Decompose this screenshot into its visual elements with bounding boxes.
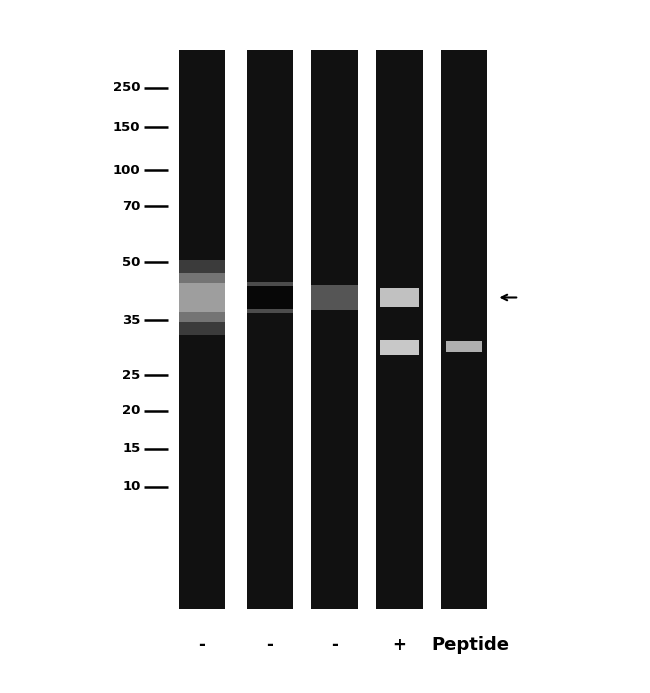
Text: 50: 50	[122, 256, 140, 269]
Text: 250: 250	[113, 81, 140, 94]
Bar	[247, 282, 293, 313]
Text: -: -	[332, 635, 338, 653]
Bar	[311, 50, 358, 608]
Text: 10: 10	[122, 480, 140, 493]
Bar	[446, 341, 482, 352]
Bar	[179, 50, 488, 608]
Text: 100: 100	[113, 164, 140, 177]
Bar	[179, 261, 226, 335]
Text: 70: 70	[122, 200, 140, 213]
Text: -: -	[266, 635, 274, 653]
Text: Peptide: Peptide	[432, 635, 510, 653]
Text: -: -	[199, 635, 205, 653]
Bar	[376, 50, 422, 608]
Bar	[380, 340, 419, 356]
Text: 15: 15	[122, 442, 140, 455]
Text: +: +	[393, 635, 406, 653]
Bar	[179, 272, 226, 322]
Text: 20: 20	[122, 404, 140, 417]
Bar	[179, 50, 226, 608]
Bar	[179, 283, 226, 313]
Bar	[441, 50, 488, 608]
Bar	[380, 288, 419, 307]
Text: 25: 25	[122, 369, 140, 382]
Bar	[247, 286, 293, 308]
Bar	[311, 289, 358, 306]
Bar	[311, 285, 358, 310]
Text: 150: 150	[113, 121, 140, 134]
Text: 35: 35	[122, 314, 140, 327]
Bar	[247, 50, 293, 608]
